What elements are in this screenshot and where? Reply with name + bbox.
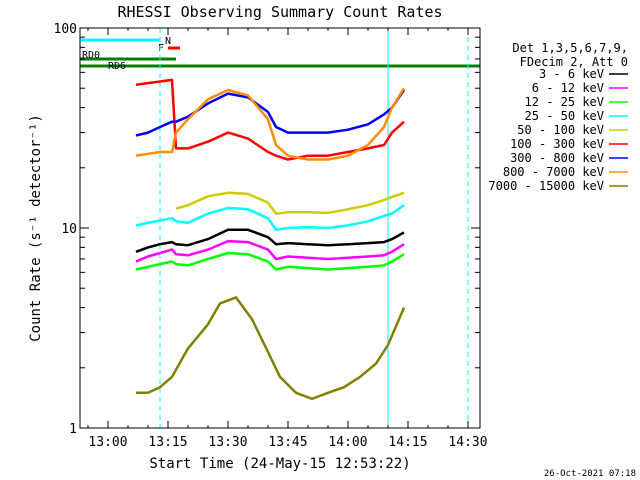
legend: Det 1,3,5,6,7,9,FDecim 2, Att 03 - 6 keV… <box>488 41 628 193</box>
series-line-5 <box>135 78 405 161</box>
legend-header-1: FDecim 2, Att 0 <box>520 55 628 69</box>
x-tick-label-3: 13:45 <box>268 435 307 450</box>
legend-label-6: 300 - 800 keV <box>510 151 604 165</box>
series-line-8 <box>136 296 406 401</box>
x-axis: 13:00 13:15 13:30 13:45 14:00 14:15 14:30 <box>87 28 488 450</box>
x-tick-label-0: 13:00 <box>88 435 127 450</box>
legend-label-4: 50 - 100 keV <box>517 123 604 137</box>
legend-label-8: 7000 - 15000 keV <box>488 179 604 193</box>
legend-label-2: 12 - 25 keV <box>525 95 604 109</box>
legend-label-0: 3 - 6 keV <box>539 67 604 81</box>
x-tick-label-1: 13:15 <box>148 435 187 450</box>
legend-label-1: 6 - 12 keV <box>532 81 604 95</box>
legend-label-3: 25 - 50 keV <box>525 109 604 123</box>
x-tick-label-2: 13:30 <box>208 435 247 450</box>
series-layer <box>135 78 406 401</box>
series-line-6 <box>135 89 406 137</box>
y-axis-label: Count Rate (s⁻¹ detector⁻¹) <box>28 114 44 342</box>
series-line-1 <box>135 239 405 263</box>
chart-title: RHESSI Observing Summary Count Rates <box>117 3 442 21</box>
x-tick-label-4: 14:00 <box>328 435 367 450</box>
x-axis-label: Start Time (24-May-15 12:53:22) <box>149 456 410 472</box>
series-line-3 <box>135 204 405 232</box>
legend-label-5: 100 - 300 keV <box>510 137 604 151</box>
y-tick-label-1: 10 <box>61 222 77 237</box>
series-line-4 <box>175 191 405 215</box>
flag-f-label: F <box>158 43 164 54</box>
y-tick-label-2: 100 <box>54 22 77 37</box>
series-line-2 <box>135 251 405 271</box>
x-tick-label-6: 14:30 <box>448 435 487 450</box>
y-tick-label-0: 1 <box>69 422 77 437</box>
flag-n-label: N <box>165 36 171 47</box>
y-axis: 1 10 100 <box>54 22 480 437</box>
flag-rd6-label: RD6 <box>108 61 126 72</box>
flag-rd0-label: RD0 <box>82 50 100 61</box>
series-line-0 <box>135 228 405 253</box>
legend-header-0: Det 1,3,5,6,7,9, <box>512 41 628 55</box>
legend-label-7: 800 - 7000 keV <box>503 165 604 179</box>
timestamp: 26-Oct-2021 07:18 <box>544 469 636 479</box>
series-line-7 <box>135 87 406 161</box>
x-tick-label-5: 14:15 <box>388 435 427 450</box>
